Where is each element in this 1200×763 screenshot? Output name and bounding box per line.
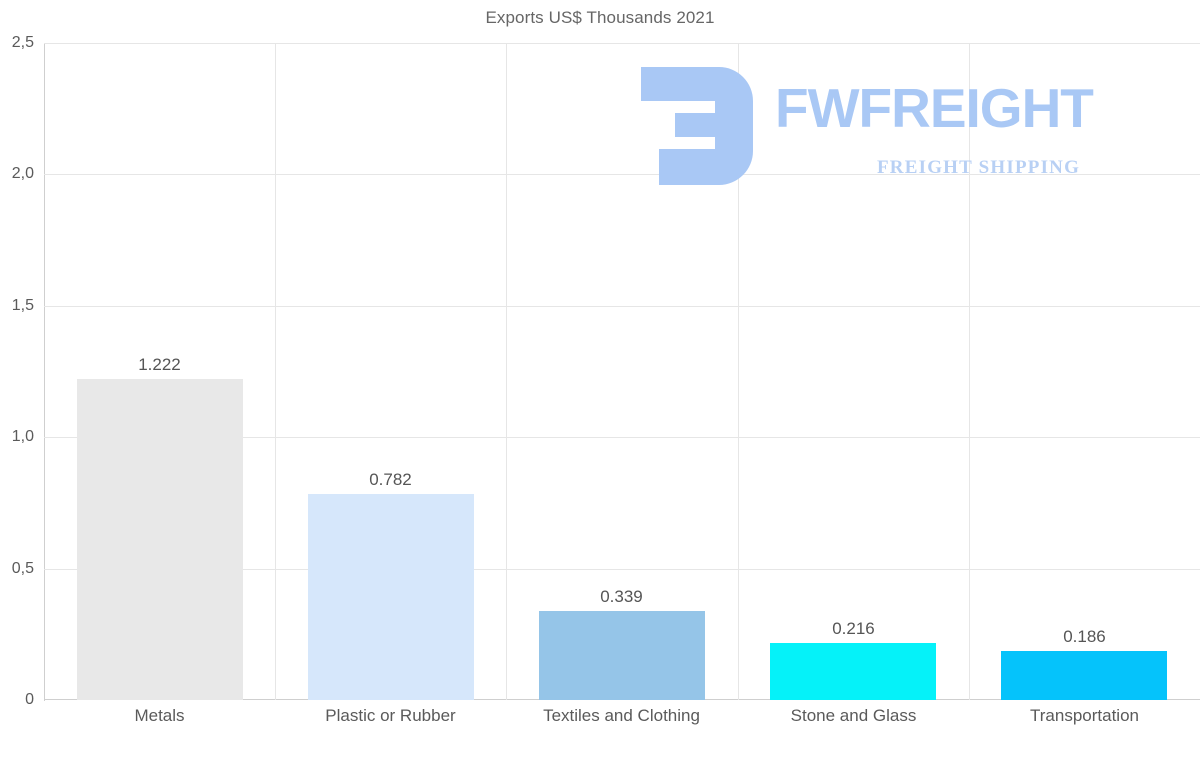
x-tick-label: Transportation <box>1030 706 1139 725</box>
y-tick-label: 0 <box>25 691 34 708</box>
x-tick-label: Plastic or Rubber <box>325 706 456 725</box>
bar-value-label: 1.222 <box>138 355 181 374</box>
y-tick-label: 0,5 <box>11 559 34 577</box>
gridline-horizontal <box>44 43 1200 44</box>
bar-value-label: 0.186 <box>1063 627 1106 646</box>
gridline-vertical <box>738 43 739 700</box>
gridline-horizontal <box>44 305 1200 307</box>
plot-area: 2,5 2,0 1,5 1,0 0,5 0 1.222 0.782 0.339 0.216 0.1… <box>12 34 1200 708</box>
bars-layer: 1.222 0.782 0.339 0.216 0.186 <box>44 43 1200 700</box>
gridline-vertical <box>506 43 507 700</box>
gridline-horizontal <box>44 568 1200 570</box>
bar[interactable] <box>77 379 243 700</box>
x-axis-tick-labels: Metals Plastic or Rubber Textiles and Clot… <box>44 706 1200 746</box>
gridline-vertical <box>969 43 970 700</box>
bar-value-label: 0.339 <box>600 587 643 606</box>
chart-title: Exports US$ Thousands 2021 <box>485 8 715 27</box>
x-tick-label: Textiles and Clothing <box>543 706 700 725</box>
y-tick-label: 2,0 <box>11 165 34 183</box>
bar-value-label: 0.216 <box>832 619 875 638</box>
y-axis-line <box>44 43 45 701</box>
y-tick-label: 1,5 <box>11 296 34 314</box>
bar[interactable] <box>539 611 705 700</box>
bar[interactable] <box>1001 651 1167 700</box>
x-tick-label: Metals <box>134 706 185 725</box>
gridline-horizontal <box>44 174 1200 176</box>
x-tick-label: Stone and Glass <box>790 706 917 725</box>
bar[interactable] <box>770 643 936 700</box>
bar-value-label: 0.782 <box>369 470 412 489</box>
y-tick-label: 1,0 <box>11 428 34 446</box>
y-tick-label: 2,5 <box>11 34 34 51</box>
gridline-horizontal <box>44 437 1200 439</box>
gridline-vertical <box>275 43 276 700</box>
bar[interactable] <box>308 494 474 700</box>
